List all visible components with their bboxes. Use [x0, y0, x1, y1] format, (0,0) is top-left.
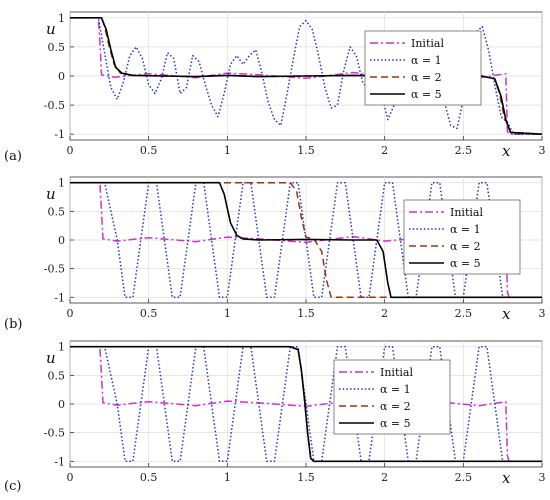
y-tick-label: 1	[58, 341, 65, 354]
legend-entry: α = 1	[411, 54, 442, 67]
y-tick-label: 0.5	[48, 41, 66, 54]
x-tick-label: 3	[539, 471, 546, 484]
x-tick-label: 1	[224, 144, 231, 157]
x-tick-label: 2	[381, 471, 388, 484]
x-tick-label: 2.5	[455, 307, 473, 320]
series-line-4	[70, 181, 542, 299]
y-tick-label: -0.5	[44, 99, 65, 112]
series-line-3	[70, 181, 542, 299]
legend-entry: α = 2	[450, 240, 481, 253]
series-line-1	[70, 345, 542, 463]
y-tick-label: 1	[58, 12, 65, 25]
x-tick-label: 0	[67, 471, 74, 484]
legend-entry: α = 2	[380, 400, 411, 413]
x-axis-label: x	[502, 305, 511, 323]
y-tick-label: -0.5	[44, 263, 65, 276]
x-tick-label: 1.5	[297, 144, 315, 157]
y-axis-label: u	[46, 349, 56, 367]
legend-box	[364, 30, 482, 106]
y-tick-label: -1	[54, 455, 65, 468]
legend-entry: Initial	[450, 206, 483, 219]
y-tick-label: -1	[54, 291, 65, 304]
x-tick-label: 2	[381, 307, 388, 320]
panel-label: (c)	[4, 479, 21, 494]
y-tick-label: 1	[58, 177, 65, 190]
series-line-2	[70, 345, 542, 463]
y-tick-label: 0	[58, 234, 65, 247]
legend-entry: α = 5	[450, 257, 481, 270]
x-tick-label: 1.5	[297, 471, 315, 484]
legend-entry: α = 1	[380, 383, 411, 396]
x-tick-label: 0.5	[140, 471, 158, 484]
x-tick-label: 0	[67, 307, 74, 320]
x-tick-label: 2	[381, 144, 388, 157]
y-axis-label: u	[46, 185, 56, 203]
legend-box	[333, 359, 451, 435]
legend-entry: Initial	[411, 37, 444, 50]
legend: Initial α = 1 α = 2 α = 5	[364, 30, 482, 106]
x-tick-label: 1	[224, 471, 231, 484]
x-tick-label: 3	[539, 307, 546, 320]
panel-label: (a)	[4, 149, 22, 164]
legend-entry: α = 1	[450, 223, 481, 236]
legend-entry: α = 5	[411, 88, 442, 101]
x-tick-label: 1	[224, 307, 231, 320]
y-tick-label: 0.5	[48, 205, 66, 218]
legend-entry: Initial	[380, 366, 413, 379]
x-tick-label: 1.5	[297, 307, 315, 320]
legend-entry: α = 2	[411, 71, 442, 84]
y-axis-label: u	[46, 20, 56, 38]
y-tick-label: 0	[58, 398, 65, 411]
y-tick-label: 0	[58, 70, 65, 83]
panel-label: (b)	[4, 317, 22, 332]
x-tick-label: 2.5	[455, 471, 473, 484]
x-tick-label: 0	[67, 144, 74, 157]
y-tick-label: 0.5	[48, 369, 66, 382]
x-tick-label: 0.5	[140, 144, 158, 157]
x-tick-label: 2.5	[455, 144, 473, 157]
x-axis-label: x	[502, 142, 511, 160]
series-line-4	[70, 17, 542, 135]
series-line-4	[70, 345, 542, 463]
y-tick-label: -1	[54, 128, 65, 141]
x-tick-label: 0.5	[140, 307, 158, 320]
legend: Initial α = 1 α = 2 α = 5	[333, 359, 451, 435]
legend: Initial α = 1 α = 2 α = 5	[403, 199, 521, 275]
legend-box	[403, 199, 521, 275]
legend-entry: α = 5	[380, 417, 411, 430]
x-axis-label: x	[502, 469, 511, 487]
y-tick-label: -0.5	[44, 427, 65, 440]
x-tick-label: 3	[539, 144, 546, 157]
series-line-2	[70, 17, 542, 135]
